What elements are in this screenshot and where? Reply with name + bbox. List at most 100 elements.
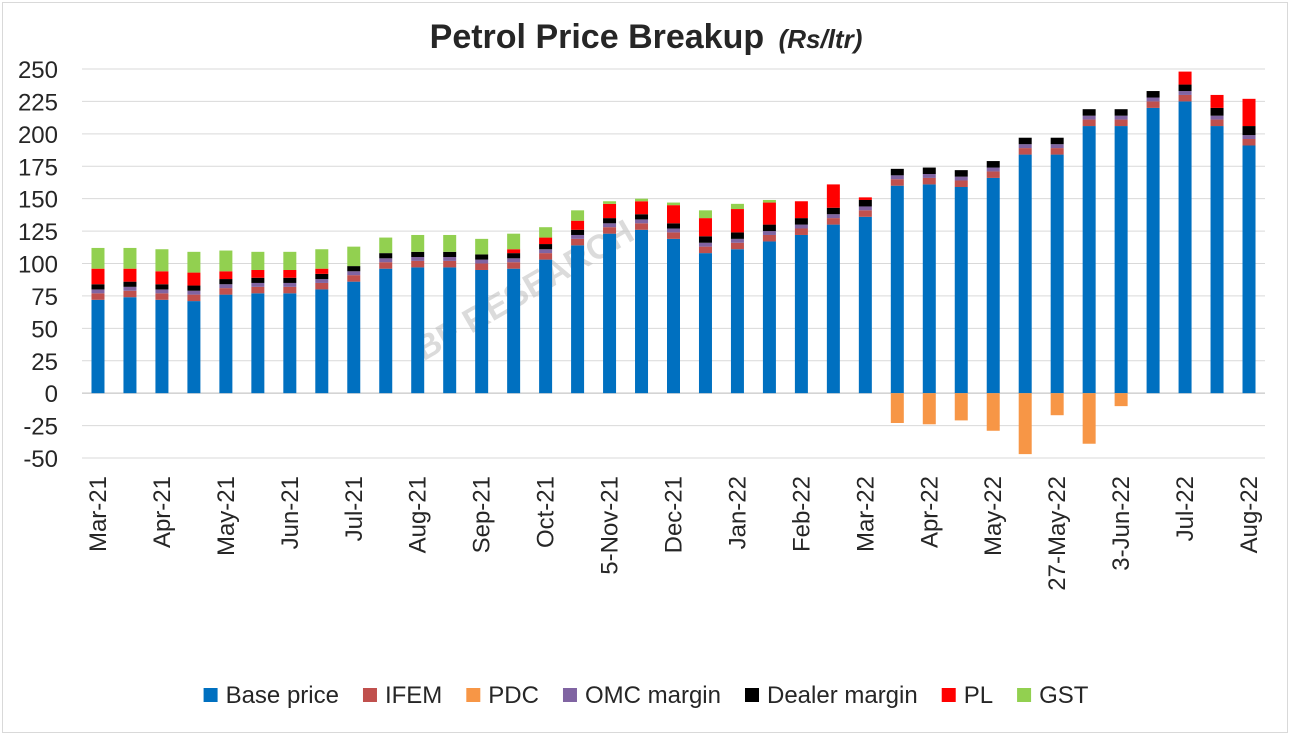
y-tick-label: 50	[31, 316, 58, 343]
bar-segment-omc-margin	[698, 242, 712, 247]
bar-segment-gst	[251, 251, 265, 270]
bar-segment-omc-margin	[379, 258, 393, 263]
bar-segment-pl	[315, 268, 329, 274]
bar-segment-base-price	[219, 294, 233, 394]
bar-segment-base-price	[475, 269, 489, 394]
bar-segment-ifem	[187, 294, 201, 302]
bar-segment-ifem	[730, 242, 744, 250]
legend-swatch	[1017, 688, 1032, 702]
bars	[91, 71, 1256, 455]
bar-segment-pdc	[1114, 393, 1128, 407]
bar-segment-base-price	[635, 229, 649, 394]
bar-segment-gst	[571, 210, 585, 221]
bar-segment-omc-margin	[411, 257, 425, 261]
bar-segment-gst	[730, 203, 744, 210]
bar-segment-omc-margin	[1050, 144, 1064, 149]
bar-segment-base-price	[379, 268, 393, 394]
bar-segment-dealer-margin	[1146, 91, 1160, 98]
bar-segment-omc-margin	[219, 284, 233, 289]
bar-segment-gst	[187, 251, 201, 273]
bar-segment-pl	[187, 272, 201, 286]
bar-segment-gst	[667, 202, 680, 206]
bar-segment-dealer-margin	[315, 273, 329, 280]
bar-segment-ifem	[251, 286, 265, 294]
bar-segment-base-price	[123, 297, 137, 394]
bar-segment-omc-margin	[1082, 115, 1096, 120]
bar-segment-dealer-margin	[667, 223, 680, 229]
bar-segment-dealer-margin	[730, 232, 744, 239]
legend-label: Dealer margin	[767, 682, 918, 709]
bar-segment-pl	[858, 197, 872, 200]
x-tick-label: Jan-22	[724, 476, 751, 549]
bar-segment-gst	[315, 249, 329, 269]
bar-segment-base-price	[730, 249, 744, 394]
bar-segment-omc-margin	[794, 224, 808, 229]
bar-segment-dealer-margin	[1018, 137, 1032, 145]
bar-segment-ifem	[123, 290, 137, 298]
bar-segment-ifem	[954, 180, 968, 187]
x-tick-label: 27-May-22	[1044, 476, 1071, 591]
legend-swatch	[203, 688, 218, 702]
bar-segment-pdc	[922, 393, 936, 425]
bar-segment-gst	[443, 234, 457, 252]
bar-segment-dealer-margin	[954, 170, 968, 177]
bar-segment-gst	[635, 198, 649, 202]
bar-segment-ifem	[1210, 119, 1224, 127]
bar-segment-ifem	[1146, 101, 1160, 108]
bar-segment-dealer-margin	[443, 251, 457, 258]
x-tick-label: Apr-21	[149, 476, 176, 548]
bar-segment-dealer-margin	[1242, 126, 1256, 136]
bar-segment-gst	[123, 247, 137, 269]
x-tick-label: Aug-21	[405, 476, 432, 553]
x-axis: Mar-21 Apr-21 May-21 Jun-21 Jul-21 Aug-21 Sep-…	[85, 476, 1263, 591]
bar-segment-omc-margin	[187, 290, 201, 295]
bar-segment-base-price	[1082, 126, 1096, 394]
bar-segment-omc-margin	[475, 259, 489, 264]
bar-segment-omc-margin	[1178, 91, 1192, 95]
bar-segment-dealer-margin	[507, 253, 521, 259]
bar-segment-dealer-margin	[411, 251, 425, 258]
bar-segment-dealer-margin	[1178, 84, 1192, 92]
bar-segment-gst	[283, 251, 297, 270]
bar-segment-ifem	[922, 177, 936, 185]
bar-segment-omc-margin	[954, 176, 968, 181]
x-tick-label: Aug-22	[1236, 476, 1263, 553]
bar-segment-ifem	[1050, 148, 1064, 155]
bar-segment-base-price	[1018, 154, 1032, 394]
bar-segment-pl	[251, 269, 265, 278]
legend-swatch	[466, 688, 481, 702]
bar-segment-ifem	[283, 286, 297, 294]
bar-segment-omc-margin	[571, 234, 585, 239]
bar-segment-ifem	[1242, 139, 1256, 146]
bar-segment-gst	[698, 210, 712, 219]
y-tick-label: 75	[31, 284, 58, 311]
bar-segment-base-price	[539, 259, 553, 394]
bar-segment-ifem	[986, 171, 1000, 178]
bar-segment-pl	[1242, 98, 1256, 127]
bar-segment-pdc	[890, 393, 904, 423]
x-tick-label: May-21	[213, 476, 240, 556]
bar-segment-dealer-margin	[571, 229, 585, 235]
bar-segment-ifem	[219, 288, 233, 295]
bar-segment-pl	[507, 249, 521, 254]
bar-segment-dealer-margin	[539, 244, 553, 250]
legend-swatch	[562, 688, 577, 702]
bar-segment-dealer-margin	[219, 279, 233, 285]
bar-segment-dealer-margin	[251, 277, 265, 283]
bar-segment-ifem	[698, 246, 712, 254]
bar-segment-omc-margin	[1210, 115, 1224, 120]
bar-segment-dealer-margin	[858, 199, 872, 207]
bar-segment-pdc	[1050, 393, 1064, 416]
bar-segment-dealer-margin	[379, 253, 393, 259]
y-tick-label: 200	[18, 122, 58, 149]
y-tick-label: 100	[18, 252, 58, 279]
bar-segment-ifem	[379, 262, 393, 269]
bar-segment-base-price	[571, 245, 585, 394]
legend-label: GST	[1039, 682, 1089, 709]
bar-segment-pl	[762, 202, 776, 225]
legend: Base price IFEM PDC OMC margin Dealer margin…	[203, 682, 1089, 709]
bar-segment-pl	[794, 201, 808, 219]
bar-segment-omc-margin	[986, 167, 1000, 172]
bar-segment-ifem	[507, 262, 521, 269]
